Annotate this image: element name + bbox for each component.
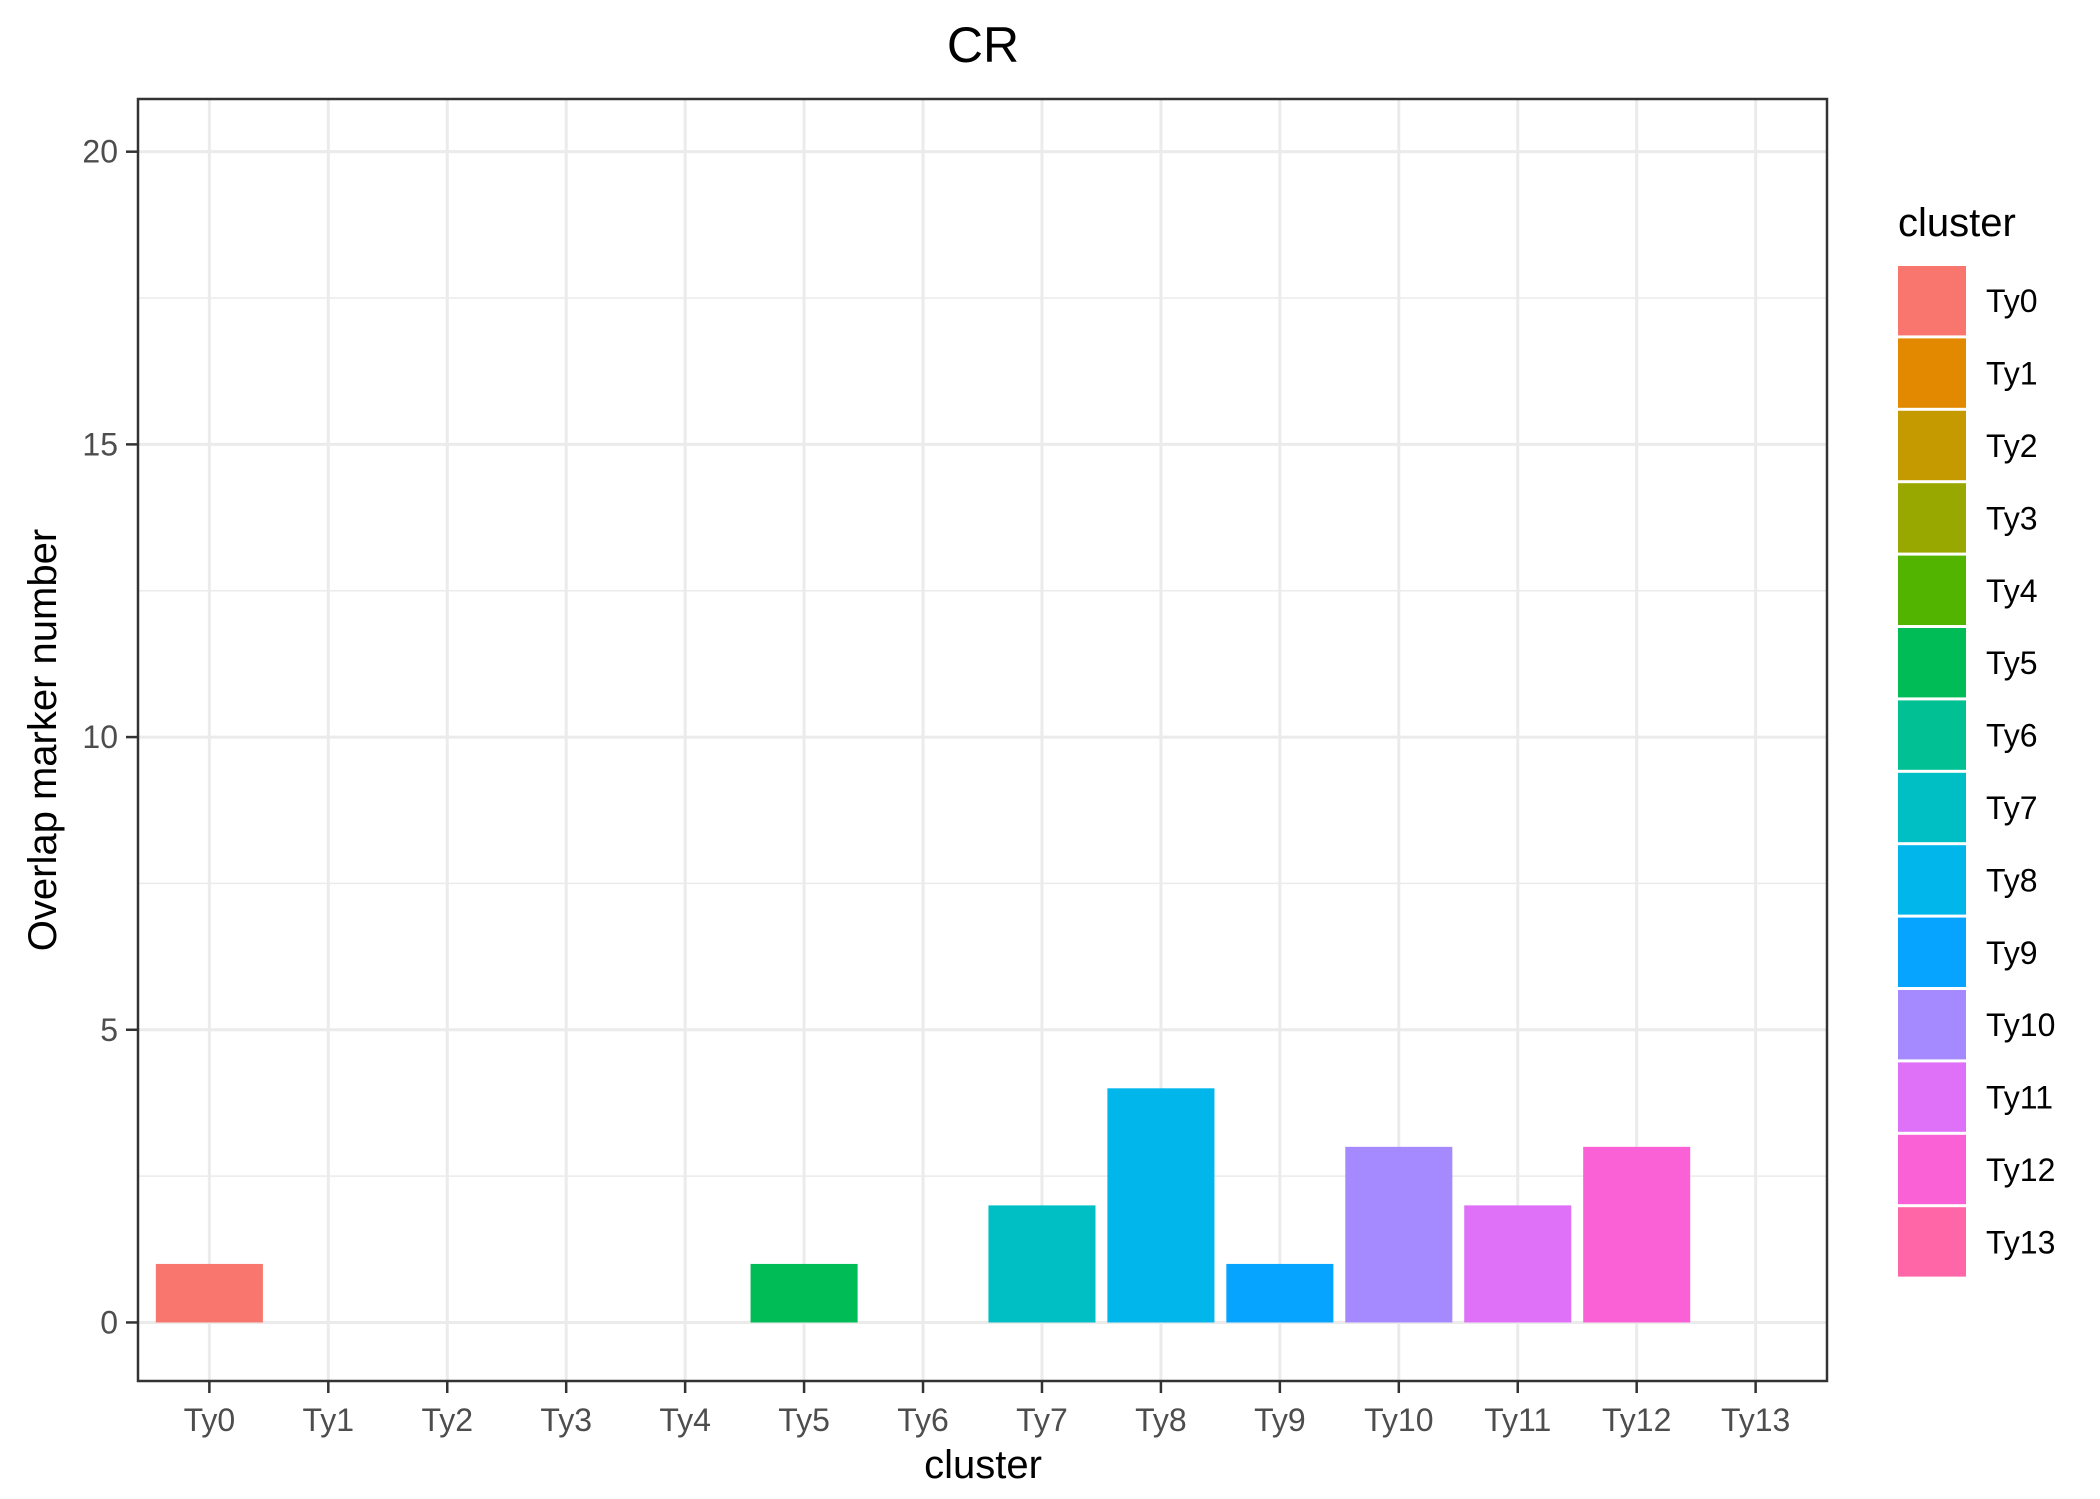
bars (155, 1088, 1691, 1323)
legend-key-ty5 (1898, 628, 1966, 698)
legend-label: Ty8 (1986, 862, 2038, 898)
x-tick-label: Ty9 (1254, 1402, 1306, 1438)
legend-key-ty3 (1898, 483, 1966, 553)
x-axis-title: cluster (924, 1443, 1042, 1487)
legend-key-ty1 (1898, 338, 1966, 408)
legend-label: Ty12 (1986, 1152, 2055, 1188)
y-tick-label: 15 (82, 426, 118, 462)
legend-label: Ty10 (1986, 1007, 2055, 1043)
legend-title: cluster (1898, 201, 2016, 245)
legend-key-ty9 (1898, 917, 1966, 987)
bar-ty8 (1107, 1088, 1215, 1323)
legend-label: Ty6 (1986, 718, 2038, 754)
y-axis-title: Overlap marker number (21, 529, 65, 951)
legend-label: Ty11 (1986, 1080, 2053, 1116)
panel-border (136, 97, 1829, 1383)
legend-key-ty12 (1898, 1134, 1966, 1205)
legend-label: Ty5 (1986, 645, 2038, 681)
legend-label: Ty4 (1986, 573, 2038, 609)
legend-key-ty11 (1898, 1062, 1966, 1132)
legend-key-ty0 (1898, 266, 1966, 336)
legend-key-ty7 (1898, 772, 1966, 843)
legend-key-ty4 (1898, 555, 1966, 625)
x-tick-label: Ty0 (184, 1402, 236, 1438)
legend-items: Ty0 Ty1 Ty2 Ty3 Ty4 Ty5 Ty6 Ty7 Ty8 Ty9 Ty10 Ty11 Ty… (1898, 266, 2055, 1277)
legend-key-ty2 (1898, 410, 1966, 481)
x-tick-label: Ty4 (659, 1402, 711, 1438)
grid (138, 99, 1827, 1381)
x-tick-label: Ty12 (1602, 1402, 1671, 1438)
x-tick-label: Ty1 (303, 1402, 355, 1438)
bar-ty5 (750, 1263, 858, 1323)
legend-label: Ty3 (1986, 500, 2038, 536)
chart-title: CR (947, 17, 1019, 73)
x-tick-label: Ty10 (1364, 1402, 1433, 1438)
x-tick-label: Ty7 (1016, 1402, 1068, 1438)
legend-key-ty6 (1898, 700, 1966, 770)
legend-key-ty13 (1898, 1207, 1966, 1277)
x-tick-label: Ty13 (1721, 1402, 1790, 1438)
x-tick-label: Ty6 (897, 1402, 949, 1438)
legend-label: Ty9 (1986, 935, 2038, 971)
legend-label: Ty1 (1986, 356, 2038, 392)
legend-label: Ty7 (1986, 790, 2038, 826)
bar-ty9 (1226, 1263, 1334, 1323)
x-axis: Ty0 Ty1 Ty2 Ty3 Ty4 Ty5 Ty6 Ty7 Ty8 Ty9 Ty10 Ty11 Ty… (184, 1381, 1790, 1438)
legend-label: Ty13 (1986, 1224, 2055, 1260)
legend: cluster Ty0Ty1Ty2Ty3Ty4Ty5Ty6Ty7Ty8Ty9Ty… (1898, 201, 2055, 1277)
bar-ty11 (1464, 1205, 1572, 1323)
bar-ty0 (155, 1263, 263, 1323)
y-tick-label: 20 (82, 134, 118, 170)
legend-label: Ty2 (1986, 428, 2038, 464)
legend-key-ty10 (1898, 990, 1966, 1060)
y-tick-label: 10 (82, 719, 118, 755)
y-tick-label: 5 (100, 1012, 118, 1048)
x-tick-label: Ty2 (421, 1402, 473, 1438)
legend-label: Ty0 (1986, 283, 2038, 319)
x-tick-label: Ty8 (1135, 1402, 1187, 1438)
y-tick-label: 0 (100, 1304, 118, 1340)
y-axis: 0 5 10 15 20 (82, 134, 138, 1340)
x-tick-label: Ty3 (540, 1402, 592, 1438)
bar-ty7 (988, 1205, 1096, 1323)
x-tick-label: Ty11 (1484, 1402, 1551, 1438)
bar-ty10 (1345, 1146, 1453, 1323)
bar-ty12 (1583, 1146, 1691, 1323)
legend-key-ty8 (1898, 845, 1966, 915)
x-tick-label: Ty5 (778, 1402, 830, 1438)
